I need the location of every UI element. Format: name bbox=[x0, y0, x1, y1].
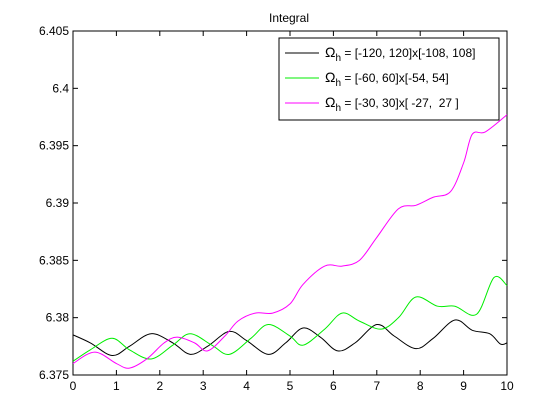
legend: Ωh = [-120, 120]x[-108, 108]Ωh = [-60, 6… bbox=[278, 37, 500, 121]
y-tick-label: 6.375 bbox=[39, 368, 69, 382]
x-tick-label: 7 bbox=[373, 379, 380, 393]
y-tick-label: 6.39 bbox=[46, 196, 70, 210]
x-tick-label: 4 bbox=[243, 379, 250, 393]
x-tick-label: 5 bbox=[287, 379, 294, 393]
x-tick-label: 3 bbox=[200, 379, 207, 393]
legend-label: Ωh = [-120, 120]x[-108, 108] bbox=[325, 44, 475, 64]
legend-label: Ωh = [-30, 30]x[ -27, 27 ] bbox=[325, 94, 459, 114]
legend-range: = [-30, 30]x[ -27, 27 ] bbox=[341, 96, 459, 110]
series-group bbox=[72, 114, 508, 369]
series-60-line bbox=[72, 275, 508, 362]
y-tick-label: 6.405 bbox=[39, 24, 69, 38]
legend-range: = [-60, 60]x[-54, 54] bbox=[341, 71, 449, 85]
y-tick-label: 6.385 bbox=[39, 253, 69, 267]
x-tick-label: 10 bbox=[500, 379, 514, 393]
legend-range: = [-120, 120]x[-108, 108] bbox=[341, 46, 475, 60]
x-tick-label: 8 bbox=[417, 379, 424, 393]
y-tick-label: 6.395 bbox=[39, 139, 69, 153]
x-tick-label: 0 bbox=[70, 379, 77, 393]
y-tick-label: 6.4 bbox=[52, 81, 69, 95]
legend-omega: Ω bbox=[325, 94, 335, 110]
axis-ticks: 0 1 2 3 4 5 6 7 8 9 10 6.375 6.38 6.385 6.39 6.395 6.4 6.… bbox=[39, 24, 514, 393]
legend-omega: Ω bbox=[325, 69, 335, 85]
legend-box bbox=[278, 37, 500, 121]
legend-subscript: h bbox=[335, 103, 341, 114]
legend-subscript: h bbox=[335, 78, 341, 89]
series-120-line bbox=[72, 319, 508, 357]
legend-subscript: h bbox=[335, 53, 341, 64]
x-tick-label: 6 bbox=[330, 379, 337, 393]
x-tick-label: 9 bbox=[460, 379, 467, 393]
x-tick-label: 2 bbox=[156, 379, 163, 393]
chart-title: Integral bbox=[269, 11, 309, 25]
legend-omega: Ω bbox=[325, 44, 335, 60]
series-30-line bbox=[72, 114, 508, 369]
x-tick-label: 1 bbox=[113, 379, 120, 393]
y-tick-label: 6.38 bbox=[46, 311, 70, 325]
legend-label: Ωh = [-60, 60]x[-54, 54] bbox=[325, 69, 449, 89]
